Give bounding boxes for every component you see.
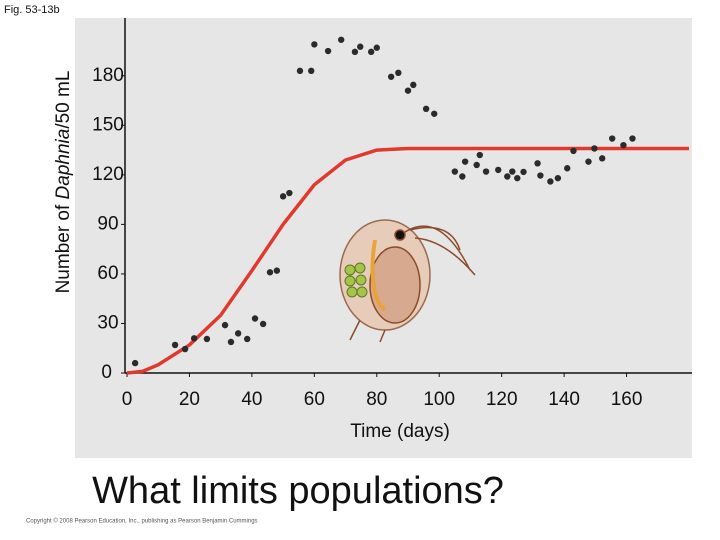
data-point bbox=[422, 105, 430, 113]
data-point bbox=[537, 172, 544, 179]
x-tick-label: 40 bbox=[241, 389, 262, 410]
y-tick-label: 0 bbox=[101, 362, 112, 383]
y-label-part: /50 mL bbox=[53, 71, 74, 129]
data-point bbox=[591, 145, 598, 152]
data-point bbox=[131, 359, 139, 367]
data-point bbox=[585, 158, 592, 165]
data-point bbox=[410, 81, 417, 89]
logistic-curve bbox=[126, 146, 689, 375]
data-point bbox=[547, 178, 554, 185]
data-point bbox=[629, 135, 636, 142]
daphnia-illustration bbox=[339, 219, 476, 343]
data-point bbox=[357, 43, 364, 50]
y-tick-label: 180 bbox=[92, 65, 124, 86]
y-label-part: Number of bbox=[53, 199, 74, 293]
y-tick-label: 60 bbox=[97, 263, 118, 284]
y-tick-label: 90 bbox=[97, 213, 118, 234]
figure-label: Fig. 53-13b bbox=[4, 4, 60, 16]
data-point bbox=[514, 174, 521, 182]
y-tick-label: 120 bbox=[92, 164, 124, 185]
data-point bbox=[337, 36, 345, 43]
x-tick-label: 60 bbox=[304, 389, 325, 410]
data-point bbox=[279, 193, 287, 200]
data-point bbox=[221, 321, 229, 329]
data-point bbox=[373, 44, 380, 51]
y-axis-label: Number of Daphnia/50 mL bbox=[53, 71, 74, 294]
data-point bbox=[308, 67, 315, 75]
y-tick-label: 30 bbox=[97, 312, 118, 333]
x-tick-label: 140 bbox=[548, 389, 580, 410]
data-point bbox=[311, 41, 318, 48]
data-point bbox=[251, 315, 259, 322]
data-point bbox=[461, 158, 469, 165]
data-point bbox=[431, 110, 438, 117]
data-point bbox=[351, 48, 359, 56]
data-point bbox=[234, 330, 242, 337]
y-tick-label: 150 bbox=[92, 114, 124, 135]
data-point bbox=[171, 341, 179, 349]
data-point bbox=[620, 141, 627, 149]
y-label-part: Daphnia bbox=[53, 129, 74, 200]
data-point bbox=[570, 147, 577, 155]
data-point bbox=[286, 189, 293, 197]
x-tick-label: 160 bbox=[611, 389, 643, 410]
data-point bbox=[564, 165, 571, 172]
x-tick-label: 80 bbox=[366, 389, 387, 410]
data-point bbox=[599, 155, 606, 162]
data-point bbox=[451, 168, 459, 175]
data-point bbox=[190, 335, 198, 342]
slide-title: What limits populations? bbox=[92, 470, 504, 512]
x-tick-label: 20 bbox=[179, 389, 200, 410]
x-axis-label: Time (days) bbox=[350, 421, 450, 442]
data-point bbox=[324, 47, 332, 55]
data-point bbox=[554, 174, 562, 182]
data-point bbox=[608, 135, 616, 142]
data-point bbox=[266, 269, 274, 276]
data-point bbox=[273, 267, 281, 274]
data-point bbox=[459, 173, 466, 180]
data-point bbox=[244, 335, 251, 343]
data-point bbox=[404, 87, 412, 94]
data-point bbox=[534, 160, 541, 167]
data-point bbox=[227, 338, 235, 346]
x-tick-label: 0 bbox=[122, 389, 133, 410]
data-point bbox=[395, 69, 402, 77]
x-tick-label: 120 bbox=[486, 389, 518, 410]
data-point bbox=[203, 335, 211, 343]
data-point bbox=[495, 166, 502, 174]
data-point bbox=[476, 151, 484, 159]
data-point bbox=[520, 168, 527, 176]
data-point bbox=[367, 48, 375, 56]
data-point bbox=[181, 345, 189, 353]
copyright: Copyright © 2008 Pearson Education, Inc.… bbox=[26, 518, 258, 525]
data-point bbox=[473, 161, 480, 169]
data-point bbox=[296, 67, 304, 75]
data-point bbox=[509, 168, 516, 175]
data-point bbox=[259, 320, 267, 328]
data-point bbox=[482, 168, 490, 175]
data-point bbox=[387, 73, 395, 80]
data-point bbox=[504, 173, 511, 180]
x-tick-label: 100 bbox=[423, 389, 455, 410]
